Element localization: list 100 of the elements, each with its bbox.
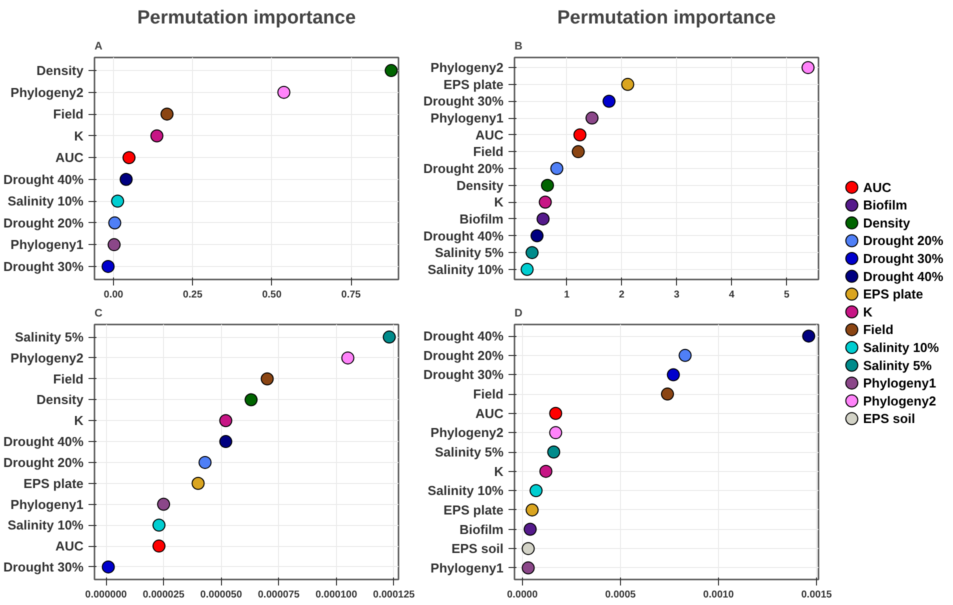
point — [122, 151, 136, 164]
y-tick-label: Salinity 5% — [434, 444, 504, 460]
point — [540, 178, 554, 192]
y-tick-label: EPS soil — [451, 541, 504, 556]
y-tick-label: Salinity 5% — [14, 330, 84, 345]
point — [152, 518, 166, 532]
point — [678, 348, 692, 362]
y-tick-label: Salinity 10% — [428, 262, 504, 277]
point — [102, 260, 115, 273]
point — [277, 86, 290, 99]
legend-label: Salinity 10% — [863, 340, 940, 355]
y-tick-label: K — [494, 194, 504, 210]
chart-title: Permutation importance — [137, 8, 356, 28]
x-tick-label: 2 — [618, 290, 625, 300]
y-tick-label: K — [74, 128, 84, 144]
x-tick-label: 0.000100 — [315, 590, 358, 600]
legend-label: Drought 40% — [863, 268, 944, 284]
x-tick-label: 5 — [784, 290, 790, 300]
y-tick-label: Field — [473, 386, 504, 402]
y-tick-label: Density — [36, 392, 84, 408]
point — [547, 446, 560, 458]
legend-label: Drought 30% — [863, 251, 944, 266]
point — [341, 351, 354, 364]
y-tick-label: Salinity 10% — [8, 194, 84, 209]
x-tick-label: 0.0010 — [703, 590, 734, 600]
point — [120, 172, 133, 186]
chart-title: Permutation importance — [557, 8, 776, 28]
point — [530, 229, 544, 242]
point — [160, 108, 174, 121]
y-tick-label: Phylogeny1 — [10, 496, 84, 512]
point — [102, 560, 115, 574]
y-tick-label: Phylogeny1 — [430, 110, 504, 126]
y-tick-label: Phylogeny1 — [10, 237, 84, 252]
point — [108, 238, 121, 252]
point — [526, 503, 539, 516]
y-tick-label: EPS plate — [444, 76, 504, 92]
y-tick-label: AUC — [55, 538, 84, 554]
x-tick-label: 1 — [564, 290, 570, 300]
legend-label: AUC — [863, 180, 892, 195]
x-tick-label: 0.000025 — [142, 590, 185, 600]
point — [219, 414, 232, 428]
x-tick-label: 0.000125 — [373, 590, 416, 600]
y-tick-label: Density — [456, 178, 504, 193]
y-tick-label: Phylogeny2 — [10, 350, 84, 366]
x-tick-label: 0.000075 — [258, 590, 300, 600]
text: C — [94, 308, 102, 320]
point — [660, 388, 674, 401]
point — [602, 94, 616, 108]
y-tick-label: K — [74, 413, 84, 428]
y-tick-label: Drought 30% — [423, 367, 504, 382]
point — [526, 246, 539, 260]
point — [586, 112, 599, 125]
point — [524, 522, 537, 536]
y-tick-label: Salinity 10% — [428, 483, 504, 498]
point — [539, 464, 552, 478]
text: B — [514, 40, 522, 52]
legend-label: Drought 20% — [863, 233, 944, 248]
point — [219, 435, 232, 448]
x-tick-label: 3 — [674, 290, 680, 300]
point — [530, 484, 543, 498]
point — [802, 330, 816, 343]
y-tick-label: Density — [36, 63, 84, 78]
y-tick-label: Drought 20% — [3, 215, 84, 230]
point — [198, 456, 212, 469]
y-tick-label: Field — [53, 106, 84, 122]
legend-label: Biofilm — [863, 198, 908, 213]
point — [192, 476, 205, 490]
point — [522, 542, 535, 556]
point — [549, 426, 562, 440]
y-tick-label: Drought 40% — [423, 228, 504, 244]
point — [152, 540, 166, 553]
point — [260, 372, 274, 386]
y-tick-label: Phylogeny1 — [430, 560, 504, 576]
text: D — [514, 308, 522, 320]
y-tick-label: Drought 20% — [423, 348, 504, 363]
y-tick-label: AUC — [55, 150, 84, 166]
x-tick-label: 0.00 — [104, 290, 124, 300]
y-tick-label: Field — [53, 371, 84, 386]
y-tick-label: Drought 30% — [423, 94, 504, 109]
point — [802, 61, 815, 74]
point — [108, 216, 122, 230]
point — [549, 406, 562, 420]
y-tick-label: EPS plate — [24, 476, 84, 491]
legend-label: Salinity 5% — [863, 358, 932, 373]
point — [157, 498, 170, 511]
legend-label: Phylogeny2 — [863, 393, 936, 408]
point — [111, 194, 124, 208]
x-tick-label: 0.50 — [262, 290, 282, 300]
point — [522, 561, 535, 574]
point — [536, 212, 550, 226]
y-tick-label: EPS plate — [444, 502, 504, 518]
x-tick-label: 0.25 — [182, 290, 203, 300]
point — [520, 262, 534, 276]
point — [244, 393, 258, 406]
point — [538, 196, 552, 209]
y-tick-label: Phylogeny2 — [430, 425, 504, 440]
legend-label: EPS plate — [863, 286, 924, 302]
x-tick-label: 0.0005 — [605, 590, 636, 600]
legend-label: Density — [863, 215, 911, 230]
text: A — [94, 40, 102, 52]
